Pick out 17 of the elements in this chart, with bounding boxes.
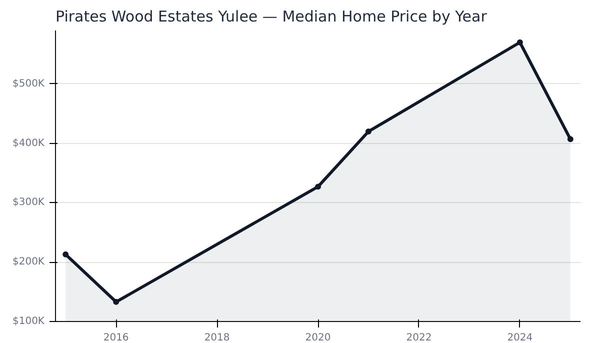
x-tick-label: 2018 — [204, 332, 230, 343]
x-tick-label: 2024 — [507, 332, 533, 343]
point — [62, 251, 69, 258]
y-tick-label: $300K — [12, 197, 45, 208]
x-tick-label: 2020 — [305, 332, 331, 343]
point — [567, 136, 574, 142]
x-tick-label: 2022 — [406, 332, 432, 343]
point — [516, 39, 523, 46]
y-tick-label: $200K — [12, 256, 45, 268]
point — [113, 298, 120, 305]
y-tick-label: $500K — [12, 78, 45, 90]
y-tick-label: $400K — [12, 138, 45, 149]
point — [315, 184, 321, 190]
x-tick-label: 2016 — [103, 332, 129, 343]
point — [365, 128, 372, 134]
chart-title: Pirates Wood Estates Yulee — Median Home Price by Year — [56, 8, 488, 26]
y-tick-label: $100K — [12, 316, 45, 327]
